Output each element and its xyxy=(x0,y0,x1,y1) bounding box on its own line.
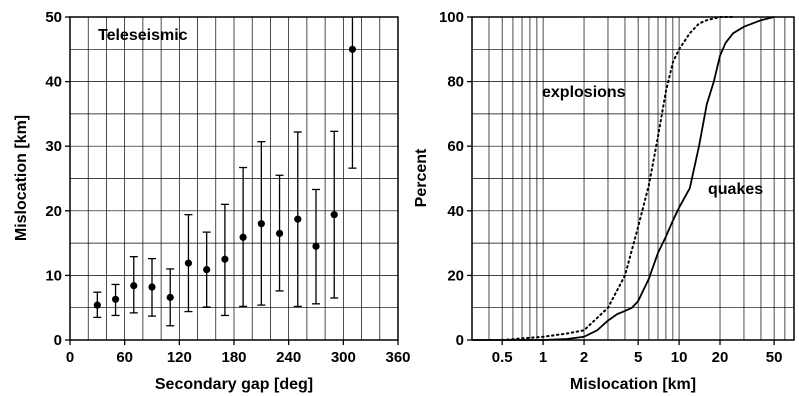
right-x-tick-label: 10 xyxy=(671,349,688,366)
left-grid xyxy=(70,17,398,340)
left-x-tick-label: 360 xyxy=(385,349,410,366)
left-x-axis-label: Secondary gap [deg] xyxy=(155,376,313,393)
data-point xyxy=(203,265,211,274)
right-x-tick-label: 0.5 xyxy=(492,349,513,366)
right-y-axis-label: Percent xyxy=(413,148,430,207)
data-point xyxy=(294,215,302,223)
data-point xyxy=(111,295,120,303)
right-y-tick-label: 40 xyxy=(447,203,464,220)
right-x-tick-label: 20 xyxy=(712,349,729,366)
left-y-axis-label: Mislocation [km] xyxy=(13,115,30,241)
left-annotation: Teleseismic xyxy=(98,27,188,44)
series-line-explosions xyxy=(501,16,735,341)
data-point xyxy=(348,45,357,53)
right-grid xyxy=(471,17,794,340)
data-point xyxy=(130,282,138,290)
series-label-quakes: quakes xyxy=(708,181,763,198)
series-line-quakes xyxy=(472,16,775,341)
left-x-tick-label: 0 xyxy=(66,349,74,366)
left-x-tick-label: 120 xyxy=(167,349,192,366)
data-point xyxy=(330,211,338,219)
left-y-tick-label: 20 xyxy=(45,203,62,220)
series-label-explosions: explosions xyxy=(542,84,626,101)
right-ticks: 0.5 1 2 5 10 20 50 0 20 40 60 80 100 xyxy=(439,9,783,366)
right-y-tick-label: 100 xyxy=(439,9,464,26)
left-y-tick-label: 40 xyxy=(45,74,62,91)
data-point xyxy=(166,293,174,301)
right-marks xyxy=(472,16,775,341)
right-x-tick-label: 1 xyxy=(539,349,547,366)
left-x-tick-label: 240 xyxy=(276,349,301,366)
data-point xyxy=(275,229,284,238)
right-y-tick-label: 0 xyxy=(456,332,464,349)
left-y-tick-label: 0 xyxy=(54,332,62,349)
right-y-tick-label: 60 xyxy=(447,138,464,155)
data-point xyxy=(239,233,247,241)
data-point xyxy=(257,220,265,228)
right-x-axis-label: Mislocation [km] xyxy=(570,376,696,393)
data-point xyxy=(93,301,101,309)
left-panel-scatter: 0 60 120 180 240 300 360 0 10 20 30 40 50 Teleseismi… xyxy=(13,9,411,393)
left-x-tick-label: 180 xyxy=(221,349,246,366)
right-plot-frame xyxy=(471,16,795,341)
data-point xyxy=(184,259,193,267)
left-y-tick-label: 50 xyxy=(45,9,62,26)
left-y-tick-label: 10 xyxy=(45,267,62,284)
data-point xyxy=(148,283,156,291)
left-y-tick-label: 30 xyxy=(45,138,62,155)
left-x-tick-label: 300 xyxy=(331,349,356,366)
right-x-tick-label: 2 xyxy=(580,349,588,366)
data-point xyxy=(312,242,320,250)
right-x-tick-label: 5 xyxy=(634,349,642,366)
right-y-tick-label: 20 xyxy=(447,267,464,284)
left-marks xyxy=(93,17,357,327)
right-x-tick-label: 50 xyxy=(766,349,783,366)
left-x-tick-label: 60 xyxy=(116,349,133,366)
data-point xyxy=(221,255,229,263)
left-ticks: 0 60 120 180 240 300 360 0 10 20 30 40 50 xyxy=(45,9,410,366)
right-y-tick-label: 80 xyxy=(447,74,464,91)
right-panel-cdf: 0.5 1 2 5 10 20 50 0 20 40 60 80 100 explosions quak… xyxy=(413,9,795,393)
